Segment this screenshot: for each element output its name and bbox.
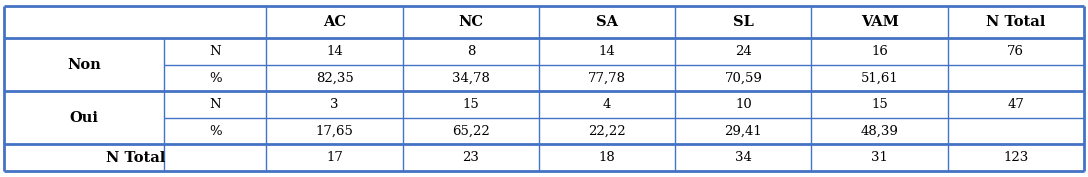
Text: 51,61: 51,61 [861, 72, 899, 85]
Text: N: N [209, 98, 221, 111]
Text: 14: 14 [598, 45, 616, 58]
Text: %: % [209, 125, 222, 138]
Text: %: % [209, 72, 222, 85]
Text: 14: 14 [326, 45, 343, 58]
Text: 34,78: 34,78 [452, 72, 490, 85]
Text: 17: 17 [326, 151, 343, 164]
Text: 18: 18 [598, 151, 616, 164]
Text: 65,22: 65,22 [452, 125, 490, 138]
Text: 17,65: 17,65 [316, 125, 354, 138]
Text: 82,35: 82,35 [316, 72, 354, 85]
Text: 47: 47 [1007, 98, 1024, 111]
Text: 34: 34 [734, 151, 752, 164]
Text: 3: 3 [331, 98, 338, 111]
Text: N: N [209, 45, 221, 58]
Text: 23: 23 [462, 151, 480, 164]
Text: 70,59: 70,59 [725, 72, 763, 85]
Text: 76: 76 [1007, 45, 1025, 58]
Text: 8: 8 [467, 45, 475, 58]
Text: 77,78: 77,78 [589, 72, 626, 85]
Text: 31: 31 [871, 151, 888, 164]
Text: 22,22: 22,22 [589, 125, 626, 138]
Text: SA: SA [596, 15, 618, 29]
Text: 15: 15 [462, 98, 479, 111]
Text: N Total: N Total [106, 151, 165, 165]
Text: Oui: Oui [70, 111, 98, 125]
Text: NC: NC [458, 15, 483, 29]
Text: 4: 4 [603, 98, 611, 111]
Text: AC: AC [323, 15, 346, 29]
Text: 15: 15 [871, 98, 888, 111]
Text: N Total: N Total [986, 15, 1046, 29]
Text: Non: Non [67, 58, 101, 72]
Text: VAM: VAM [861, 15, 899, 29]
Text: 29,41: 29,41 [725, 125, 763, 138]
Text: 24: 24 [735, 45, 752, 58]
Text: 16: 16 [871, 45, 888, 58]
Text: 10: 10 [735, 98, 752, 111]
Text: 123: 123 [1003, 151, 1028, 164]
Text: SL: SL [733, 15, 754, 29]
Text: 48,39: 48,39 [861, 125, 899, 138]
